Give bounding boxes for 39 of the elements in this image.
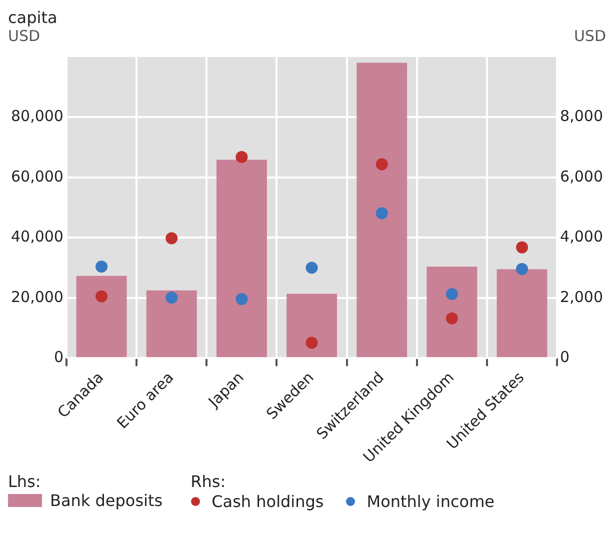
y-tick-label: 20,000 xyxy=(10,288,64,306)
y2-tick-label: 8,000 xyxy=(560,107,604,126)
y-tick-label: 40,000 xyxy=(10,228,64,246)
bar xyxy=(356,62,408,358)
legend-label: Bank deposits xyxy=(50,491,163,510)
text: Lhs: xyxy=(8,472,42,491)
point xyxy=(376,207,388,220)
y2-tick-label: 0 xyxy=(560,348,570,366)
point xyxy=(166,232,178,244)
y-tick-label: 0 xyxy=(54,348,64,366)
point xyxy=(516,263,528,276)
chart-title: capita xyxy=(8,8,58,27)
point xyxy=(236,293,248,306)
bar xyxy=(286,294,337,358)
legend-label: Cash holdings xyxy=(212,492,324,511)
y-tick-label: 80,000 xyxy=(10,107,64,126)
text: Rhs: xyxy=(190,472,227,491)
point xyxy=(376,158,388,170)
y2-tick-label: 2,000 xyxy=(560,288,604,306)
bar xyxy=(496,269,548,358)
bar xyxy=(426,266,478,358)
y-axis-title: USD xyxy=(8,27,40,45)
point xyxy=(306,262,318,274)
point xyxy=(516,241,528,254)
y2-tick-label: 6,000 xyxy=(560,167,604,186)
bar xyxy=(146,290,197,358)
bar xyxy=(216,160,267,358)
point xyxy=(446,312,458,324)
point xyxy=(306,336,318,349)
legend-label: Monthly income xyxy=(366,492,495,511)
point xyxy=(166,292,178,304)
point xyxy=(236,150,248,163)
point xyxy=(96,260,108,273)
point xyxy=(446,288,458,300)
y2-axis-title: USD xyxy=(574,27,606,45)
y2-tick-label: 4,000 xyxy=(560,228,604,246)
bar xyxy=(76,276,127,358)
y-tick-label: 60,000 xyxy=(10,167,64,186)
point xyxy=(96,290,108,302)
